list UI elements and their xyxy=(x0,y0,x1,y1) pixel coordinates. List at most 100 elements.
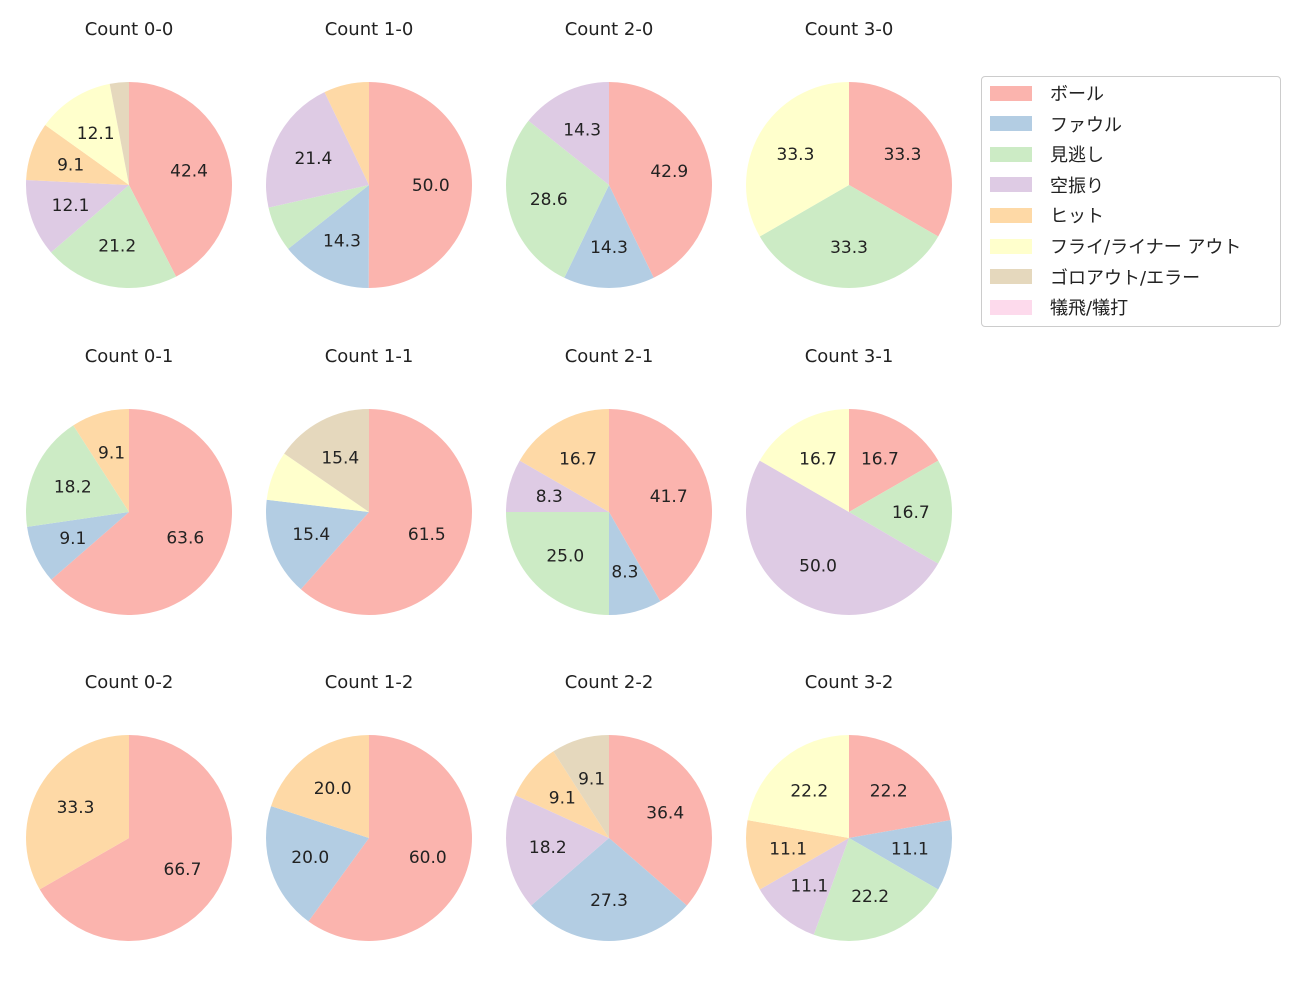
legend-label: フライ/ライナー アウト xyxy=(1050,237,1242,258)
pie-slice-6 xyxy=(284,409,369,512)
slice-label: 16.7 xyxy=(799,449,837,469)
pie-slice-4 xyxy=(271,735,369,838)
slice-label: 21.4 xyxy=(294,149,332,169)
legend-swatch xyxy=(990,238,1032,254)
slice-label: 9.1 xyxy=(98,444,125,464)
slice-label: 14.3 xyxy=(590,238,628,258)
pie-slice-1 xyxy=(27,512,129,580)
legend-swatch xyxy=(990,177,1032,193)
slice-label: 27.3 xyxy=(590,891,628,911)
slice-label: 8.3 xyxy=(611,563,638,583)
legend-item: 犠飛/犠打 xyxy=(990,295,1128,319)
slice-label: 50.0 xyxy=(412,176,450,196)
legend-item: ヒット xyxy=(990,203,1104,227)
pie-slice-1 xyxy=(266,499,369,590)
pie-slice-1 xyxy=(288,185,369,288)
pie-slice-1 xyxy=(849,820,952,890)
pie-slice-0 xyxy=(308,735,473,942)
slice-label: 25.0 xyxy=(546,547,584,567)
pie-slice-1 xyxy=(564,185,654,289)
pie-slice-3 xyxy=(746,460,939,615)
legend-swatch xyxy=(990,116,1032,132)
pie-slice-2 xyxy=(506,120,609,278)
pie-title: Count 2-2 xyxy=(565,672,654,693)
pie-slice-3 xyxy=(505,795,609,906)
pie-slice-2 xyxy=(759,185,939,288)
legend-item: ゴロアウト/エラー xyxy=(990,265,1200,289)
pie-slice-2 xyxy=(506,512,609,615)
pie-slice-5 xyxy=(747,735,849,838)
slice-label: 12.1 xyxy=(52,196,90,216)
slice-label: 33.3 xyxy=(57,798,95,818)
pie-slice-0 xyxy=(39,735,233,941)
slice-label: 18.2 xyxy=(54,477,92,497)
pie-title: Count 0-2 xyxy=(85,672,174,693)
pie-slice-0 xyxy=(300,409,473,616)
pie-slice-0 xyxy=(609,409,712,602)
legend-label: ヒット xyxy=(1050,206,1104,228)
pie-slice-2 xyxy=(51,185,177,289)
pie-slice-3 xyxy=(528,82,609,185)
slice-label: 22.2 xyxy=(790,782,828,802)
legend-item: ボール xyxy=(990,81,1104,105)
slice-label: 61.5 xyxy=(408,525,446,545)
pie-slice-4 xyxy=(324,82,369,185)
legend-swatch xyxy=(990,85,1032,101)
slice-label: 16.7 xyxy=(559,450,597,470)
pie-slice-1 xyxy=(609,512,661,615)
pie-slice-2 xyxy=(268,185,369,249)
pie-slice-5 xyxy=(266,453,369,512)
pie-title: Count 3-2 xyxy=(805,672,894,693)
pie-slice-1 xyxy=(531,838,687,942)
pie-slice-0 xyxy=(609,82,713,278)
legend-item: ファウル xyxy=(990,112,1122,136)
pie-slice-2 xyxy=(813,838,939,941)
slice-label: 33.3 xyxy=(777,145,815,165)
pie-slice-5 xyxy=(45,83,130,185)
slice-label: 8.3 xyxy=(536,487,563,507)
pie-title: Count 0-1 xyxy=(85,346,174,367)
legend-label: 空振り xyxy=(1050,175,1104,197)
pie-slice-1 xyxy=(266,806,369,922)
legend-label: ボール xyxy=(1050,84,1104,105)
pie-title: Count 0-0 xyxy=(85,19,174,40)
legend-swatch xyxy=(990,299,1032,315)
slice-label: 66.7 xyxy=(164,860,202,880)
slice-label: 11.1 xyxy=(790,876,828,896)
pie-slice-4 xyxy=(746,820,849,890)
slice-label: 12.1 xyxy=(77,124,115,144)
slice-label: 9.1 xyxy=(59,529,86,549)
pie-slice-3 xyxy=(265,92,369,208)
pie-slice-4 xyxy=(519,409,609,512)
pie-title: Count 2-0 xyxy=(565,19,654,40)
slice-label: 15.4 xyxy=(321,448,359,468)
pie-slice-4 xyxy=(515,751,609,838)
slice-label: 41.7 xyxy=(650,487,688,507)
slice-label: 50.0 xyxy=(799,557,837,577)
pie-title: Count 2-1 xyxy=(565,346,654,367)
slice-label: 16.7 xyxy=(861,449,899,469)
pie-slice-0 xyxy=(368,82,473,288)
legend-label: ファウル xyxy=(1050,114,1122,136)
pie-slice-0 xyxy=(129,82,232,277)
pie-slice-6 xyxy=(553,735,609,838)
legend-swatch xyxy=(990,207,1032,223)
pie-slice-4 xyxy=(73,409,129,512)
pie-slice-0 xyxy=(849,82,952,237)
pie-slice-0 xyxy=(849,409,939,512)
slice-label: 42.4 xyxy=(170,161,208,181)
slice-label: 60.0 xyxy=(409,848,447,868)
slice-label: 15.4 xyxy=(292,525,330,545)
slice-label: 9.1 xyxy=(578,770,605,790)
slice-label: 20.0 xyxy=(291,848,329,868)
pie-title: Count 1-0 xyxy=(325,19,414,40)
pie-title: Count 3-0 xyxy=(805,19,894,40)
slice-label: 33.3 xyxy=(884,145,922,165)
slice-label: 14.3 xyxy=(563,120,601,140)
legend-item: フライ/ライナー アウト xyxy=(990,234,1241,258)
pie-title: Count 1-2 xyxy=(325,672,414,693)
pie-slice-0 xyxy=(849,735,951,838)
slice-label: 9.1 xyxy=(57,156,84,176)
